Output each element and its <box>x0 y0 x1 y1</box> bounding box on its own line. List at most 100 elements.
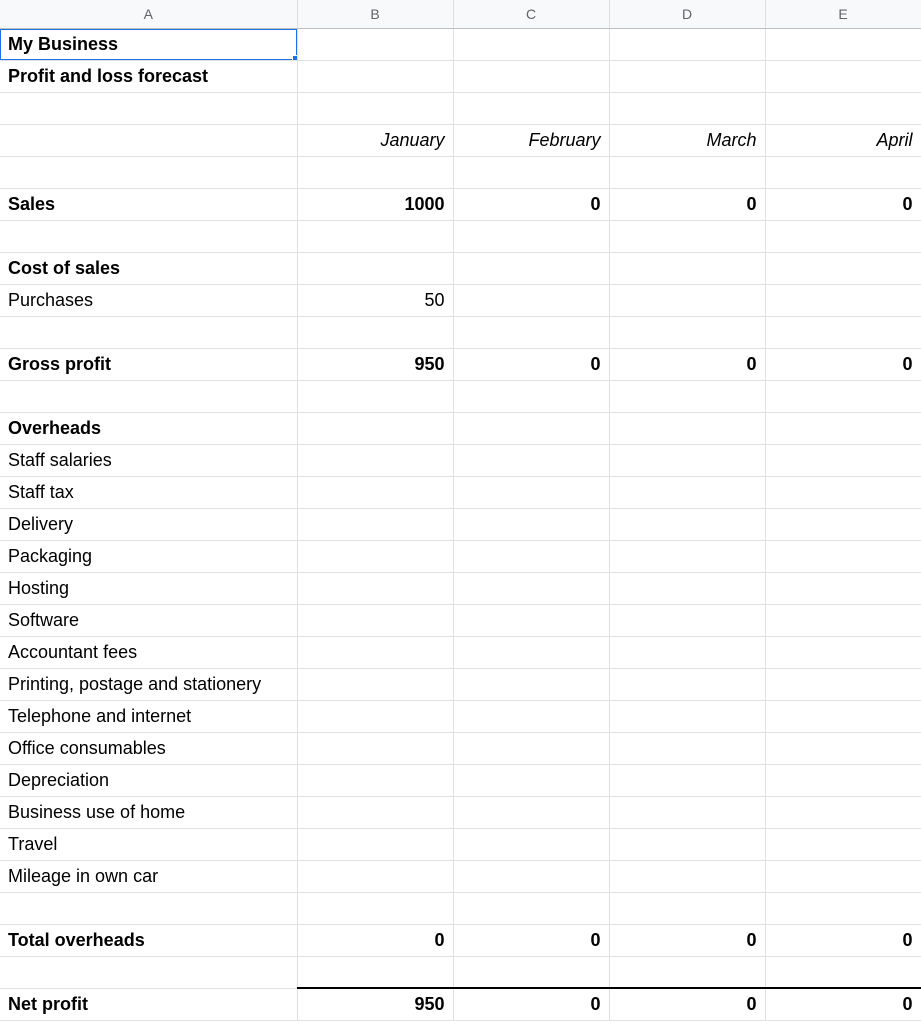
cell-A10[interactable] <box>0 316 297 348</box>
cell-E11[interactable]: 0 <box>765 348 921 380</box>
cell-E22[interactable] <box>765 700 921 732</box>
cell-C25[interactable] <box>453 796 609 828</box>
cell-D31[interactable]: 0 <box>609 988 765 1021</box>
cell-A24[interactable]: Depreciation <box>0 764 297 796</box>
cell-C27[interactable] <box>453 860 609 892</box>
cell-C24[interactable] <box>453 764 609 796</box>
cell-C14[interactable] <box>453 444 609 476</box>
cell-D14[interactable] <box>609 444 765 476</box>
cell-A5[interactable] <box>0 156 297 188</box>
cell-E9[interactable] <box>765 284 921 316</box>
cell-E7[interactable] <box>765 220 921 252</box>
cell-D15[interactable] <box>609 476 765 508</box>
cell-B29[interactable]: 0 <box>297 924 453 956</box>
cell-C6[interactable]: 0 <box>453 188 609 220</box>
cell-A4[interactable] <box>0 124 297 156</box>
cell-A28[interactable] <box>0 892 297 924</box>
cell-A26[interactable]: Travel <box>0 828 297 860</box>
cell-C19[interactable] <box>453 604 609 636</box>
cell-D22[interactable] <box>609 700 765 732</box>
cell-E29[interactable]: 0 <box>765 924 921 956</box>
spreadsheet[interactable]: A B C D E My Business Profit and loss fo… <box>0 0 921 1021</box>
cell-D7[interactable] <box>609 220 765 252</box>
cell-A22[interactable]: Telephone and internet <box>0 700 297 732</box>
cell-C20[interactable] <box>453 636 609 668</box>
cell-C29[interactable]: 0 <box>453 924 609 956</box>
col-header-A[interactable]: A <box>0 0 297 28</box>
cell-E26[interactable] <box>765 828 921 860</box>
cell-D27[interactable] <box>609 860 765 892</box>
cell-A2[interactable]: Profit and loss forecast <box>0 60 297 92</box>
cell-B13[interactable] <box>297 412 453 444</box>
cell-B9[interactable]: 50 <box>297 284 453 316</box>
cell-B28[interactable] <box>297 892 453 924</box>
cell-A11[interactable]: Gross profit <box>0 348 297 380</box>
cell-C15[interactable] <box>453 476 609 508</box>
cell-E6[interactable]: 0 <box>765 188 921 220</box>
cell-A13[interactable]: Overheads <box>0 412 297 444</box>
cell-B26[interactable] <box>297 828 453 860</box>
cell-E10[interactable] <box>765 316 921 348</box>
cell-B11[interactable]: 950 <box>297 348 453 380</box>
cell-D9[interactable] <box>609 284 765 316</box>
cell-C17[interactable] <box>453 540 609 572</box>
cell-E20[interactable] <box>765 636 921 668</box>
cell-D30[interactable] <box>609 956 765 988</box>
cell-C31[interactable]: 0 <box>453 988 609 1021</box>
cell-E28[interactable] <box>765 892 921 924</box>
cell-B6[interactable]: 1000 <box>297 188 453 220</box>
cell-C23[interactable] <box>453 732 609 764</box>
cell-C4[interactable]: February <box>453 124 609 156</box>
cell-D29[interactable]: 0 <box>609 924 765 956</box>
cell-D10[interactable] <box>609 316 765 348</box>
cell-D2[interactable] <box>609 60 765 92</box>
cell-D3[interactable] <box>609 92 765 124</box>
cell-B15[interactable] <box>297 476 453 508</box>
cell-C2[interactable] <box>453 60 609 92</box>
cell-C3[interactable] <box>453 92 609 124</box>
cell-D17[interactable] <box>609 540 765 572</box>
cell-B25[interactable] <box>297 796 453 828</box>
cell-B12[interactable] <box>297 380 453 412</box>
cell-C11[interactable]: 0 <box>453 348 609 380</box>
cell-A6[interactable]: Sales <box>0 188 297 220</box>
cell-B21[interactable] <box>297 668 453 700</box>
cell-B2[interactable] <box>297 60 453 92</box>
cell-E31[interactable]: 0 <box>765 988 921 1021</box>
cell-A30[interactable] <box>0 956 297 988</box>
cell-E8[interactable] <box>765 252 921 284</box>
cell-A9[interactable]: Purchases <box>0 284 297 316</box>
cell-C9[interactable] <box>453 284 609 316</box>
col-header-B[interactable]: B <box>297 0 453 28</box>
cell-C1[interactable] <box>453 28 609 60</box>
cell-C16[interactable] <box>453 508 609 540</box>
cell-B31[interactable]: 950 <box>297 988 453 1021</box>
cell-C26[interactable] <box>453 828 609 860</box>
cell-E27[interactable] <box>765 860 921 892</box>
cell-A8[interactable]: Cost of sales <box>0 252 297 284</box>
cell-B1[interactable] <box>297 28 453 60</box>
cell-C7[interactable] <box>453 220 609 252</box>
cell-A31[interactable]: Net profit <box>0 988 297 1021</box>
cell-B19[interactable] <box>297 604 453 636</box>
cell-D1[interactable] <box>609 28 765 60</box>
cell-B8[interactable] <box>297 252 453 284</box>
cell-A25[interactable]: Business use of home <box>0 796 297 828</box>
cell-B16[interactable] <box>297 508 453 540</box>
cell-C30[interactable] <box>453 956 609 988</box>
cell-E25[interactable] <box>765 796 921 828</box>
cell-D24[interactable] <box>609 764 765 796</box>
cell-B18[interactable] <box>297 572 453 604</box>
cell-D16[interactable] <box>609 508 765 540</box>
cell-D8[interactable] <box>609 252 765 284</box>
cell-A3[interactable] <box>0 92 297 124</box>
cell-E15[interactable] <box>765 476 921 508</box>
cell-A15[interactable]: Staff tax <box>0 476 297 508</box>
cell-E19[interactable] <box>765 604 921 636</box>
cell-E2[interactable] <box>765 60 921 92</box>
cell-D11[interactable]: 0 <box>609 348 765 380</box>
cell-D12[interactable] <box>609 380 765 412</box>
cell-C28[interactable] <box>453 892 609 924</box>
cell-A7[interactable] <box>0 220 297 252</box>
col-header-C[interactable]: C <box>453 0 609 28</box>
